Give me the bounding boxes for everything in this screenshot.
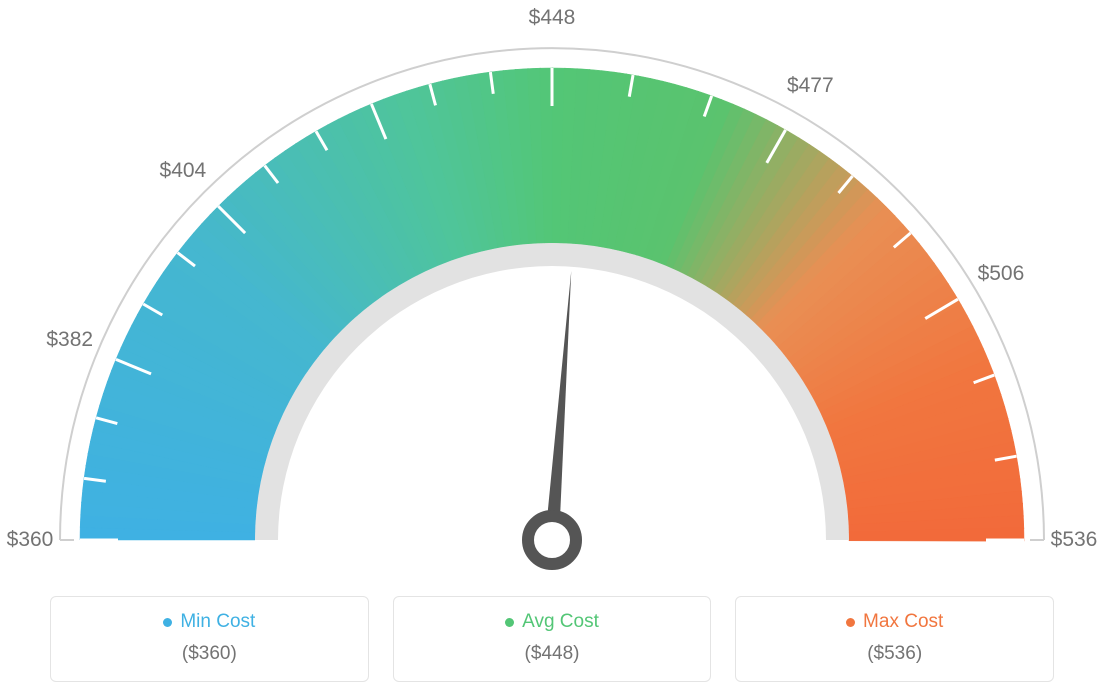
gauge-tick-label: $448 bbox=[529, 6, 576, 30]
legend-dot-avg bbox=[505, 618, 514, 627]
legend-title-min: Min Cost bbox=[163, 611, 255, 633]
legend-label-max: Max Cost bbox=[863, 611, 943, 633]
legend-label-min: Min Cost bbox=[180, 611, 255, 633]
legend-title-max: Max Cost bbox=[846, 611, 943, 633]
cost-gauge-infographic: { "gauge": { "type": "gauge", "center_x"… bbox=[0, 0, 1104, 690]
legend-dot-min bbox=[163, 618, 172, 627]
legend-card-max: Max Cost ($536) bbox=[735, 596, 1054, 682]
legend-value-min: ($360) bbox=[61, 643, 358, 665]
gauge-svg bbox=[0, 0, 1104, 580]
gauge-tick-label: $477 bbox=[787, 74, 834, 98]
legend-title-avg: Avg Cost bbox=[505, 611, 599, 633]
legend-label-avg: Avg Cost bbox=[522, 611, 599, 633]
gauge-tick-label: $404 bbox=[160, 159, 207, 183]
gauge-tick-label: $536 bbox=[1051, 528, 1098, 552]
gauge-tick-label: $506 bbox=[978, 262, 1025, 286]
gauge-tick-label: $360 bbox=[7, 528, 54, 552]
legend-card-avg: Avg Cost ($448) bbox=[393, 596, 712, 682]
legend-value-avg: ($448) bbox=[404, 643, 701, 665]
legend-value-max: ($536) bbox=[746, 643, 1043, 665]
gauge-tick-label: $382 bbox=[46, 328, 93, 352]
gauge-chart: $360 $382 $404 $448 $477 $506 $536 bbox=[0, 0, 1104, 580]
legend-dot-max bbox=[846, 618, 855, 627]
legend-card-min: Min Cost ($360) bbox=[50, 596, 369, 682]
legend-row: Min Cost ($360) Avg Cost ($448) Max Cost… bbox=[0, 596, 1104, 682]
